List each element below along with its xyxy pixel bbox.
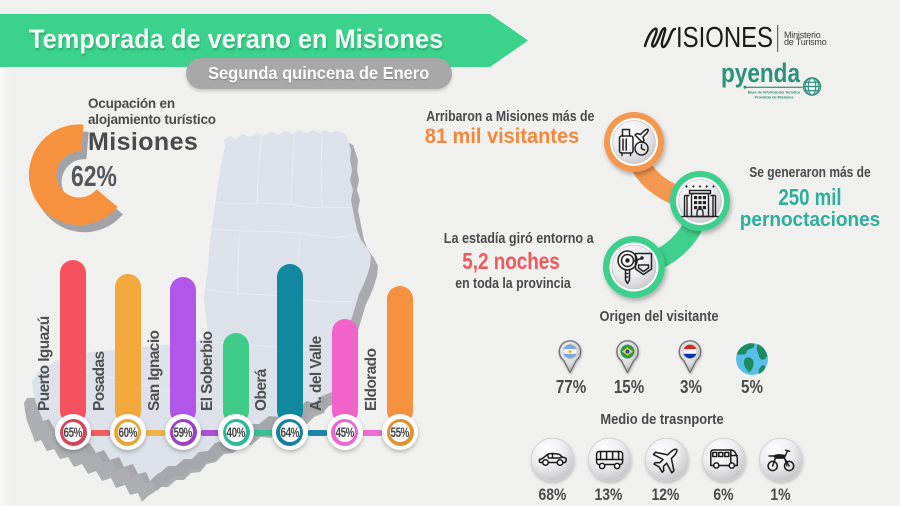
svg-text:Provincia de Misiones: Provincia de Misiones	[755, 96, 794, 100]
svg-text:pyenda: pyenda	[721, 58, 801, 88]
svg-text:Base de Información Turística: Base de Información Turística	[748, 91, 801, 95]
svg-text:de Turismo: de Turismo	[784, 37, 827, 47]
svg-text:ISIONES: ISIONES	[676, 22, 773, 54]
svg-text:Ministerio: Ministerio	[784, 30, 821, 40]
